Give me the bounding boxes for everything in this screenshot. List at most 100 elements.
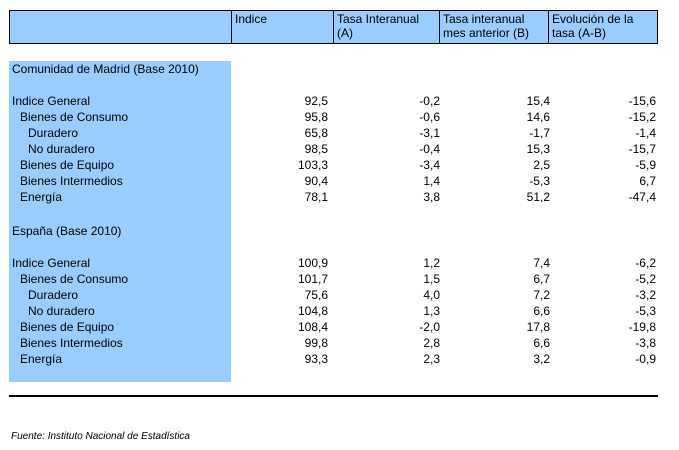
row-label: Bienes de Consumo: [20, 110, 129, 124]
table-row: No duradero 104,8 1,3 6,6 -5,3: [0, 303, 679, 319]
cell-tasa-interanual: 1,3: [423, 304, 440, 318]
cell-tasa-interanual: 4,0: [423, 288, 440, 302]
row-label: No duradero: [28, 142, 95, 156]
header-tasa-mes-anterior-line2: mes anterior (B): [443, 26, 530, 40]
table-row: Duradero 65,8 -3,1 -1,7 -1,4: [0, 125, 679, 141]
cell-tasa-mes-anterior: 6,6: [533, 336, 550, 350]
cell-indice: 75,6: [304, 288, 328, 302]
row-label: Bienes Intermedios: [20, 336, 123, 350]
table-row: No duradero 98,5 -0,4 15,3 -15,7: [0, 141, 679, 157]
header-divider: [231, 10, 232, 44]
table-row: Bienes de Consumo 101,7 1,5 6,7 -5,2: [0, 271, 679, 287]
row-label: Indice General: [12, 256, 91, 270]
cell-evolucion: -47,4: [628, 190, 656, 204]
row-label: No duradero: [28, 304, 95, 318]
cell-tasa-interanual: 2,8: [423, 336, 440, 350]
table-row: Bienes de Consumo 95,8 -0,6 14,6 -15,2: [0, 109, 679, 125]
cell-tasa-interanual: -0,2: [419, 94, 440, 108]
table-row: Duradero 75,6 4,0 7,2 -3,2: [0, 287, 679, 303]
cell-indice: 90,4: [304, 174, 328, 188]
cell-tasa-interanual: -3,4: [419, 158, 440, 172]
cell-evolucion: -5,3: [635, 304, 656, 318]
table-row: Bienes de Equipo 103,3 -3,4 2,5 -5,9: [0, 157, 679, 173]
header-evolucion-line2: tasa (A-B): [552, 26, 607, 40]
cell-evolucion: -19,8: [628, 320, 656, 334]
cell-tasa-interanual: -3,1: [419, 126, 440, 140]
cell-evolucion: -5,2: [635, 272, 656, 286]
cell-tasa-mes-anterior: 17,8: [526, 320, 550, 334]
table-row: Indice General 100,9 1,2 7,4 -6,2: [0, 255, 679, 271]
header-tasa-interanual: Tasa Interanual (A): [337, 12, 419, 40]
cell-evolucion: -15,6: [628, 94, 656, 108]
row-label: Energía: [20, 190, 63, 204]
cell-evolucion: -5,9: [635, 158, 656, 172]
cell-indice: 98,5: [304, 142, 328, 156]
cell-tasa-interanual: -2,0: [419, 320, 440, 334]
table-row: Energía 93,3 2,3 3,2 -0,9: [0, 351, 679, 367]
section-title-madrid: Comunidad de Madrid (Base 2010): [0, 61, 679, 77]
cell-tasa-mes-anterior: 7,2: [533, 288, 550, 302]
header-evolucion: Evolución de la tasa (A-B): [552, 12, 633, 40]
cell-tasa-interanual: -0,4: [419, 142, 440, 156]
section-title-text: Comunidad de Madrid (Base 2010): [12, 62, 199, 76]
cell-tasa-interanual: 1,2: [423, 256, 440, 270]
cell-evolucion: -15,7: [628, 142, 656, 156]
cell-evolucion: 6,7: [639, 174, 656, 188]
cell-tasa-mes-anterior: -1,7: [529, 126, 550, 140]
section-title-text: España (Base 2010): [12, 224, 122, 238]
table-row: Bienes Intermedios 90,4 1,4 -5,3 6,7: [0, 173, 679, 189]
header-divider: [333, 10, 334, 44]
header-divider: [548, 10, 549, 44]
cell-indice: 100,9: [297, 256, 328, 270]
table-row: Bienes de Equipo 108,4 -2,0 17,8 -19,8: [0, 319, 679, 335]
table-row: Bienes Intermedios 99,8 2,8 6,6 -3,8: [0, 335, 679, 351]
cell-indice: 101,7: [297, 272, 328, 286]
cell-indice: 103,3: [297, 158, 328, 172]
cell-tasa-interanual: -0,6: [419, 110, 440, 124]
header-evolucion-line1: Evolución de la: [552, 12, 634, 26]
row-label: Bienes Intermedios: [20, 174, 123, 188]
label-column-background: [9, 61, 231, 382]
cell-indice: 95,8: [304, 110, 328, 124]
cell-evolucion: -6,2: [635, 256, 656, 270]
cell-evolucion: -3,2: [635, 288, 656, 302]
cell-indice: 93,3: [304, 352, 328, 366]
row-label: Bienes de Equipo: [20, 320, 115, 334]
cell-evolucion: -0,9: [635, 352, 656, 366]
cell-evolucion: -3,8: [635, 336, 656, 350]
section-title-spain: España (Base 2010): [0, 223, 679, 239]
cell-tasa-interanual: 2,3: [423, 352, 440, 366]
row-label: Duradero: [28, 126, 79, 140]
header-tasa-interanual-line2: (A): [337, 26, 353, 40]
cell-tasa-interanual: 1,4: [423, 174, 440, 188]
cell-tasa-mes-anterior: 15,4: [526, 94, 550, 108]
cell-tasa-mes-anterior: -5,3: [529, 174, 550, 188]
cell-indice: 108,4: [297, 320, 328, 334]
cell-evolucion: -15,2: [628, 110, 656, 124]
row-label: Indice General: [12, 94, 91, 108]
cell-tasa-interanual: 3,8: [423, 190, 440, 204]
cell-indice: 65,8: [304, 126, 328, 140]
cell-indice: 104,8: [297, 304, 328, 318]
row-label: Bienes de Equipo: [20, 158, 115, 172]
cell-indice: 78,1: [304, 190, 328, 204]
header-tasa-interanual-line1: Tasa Interanual: [337, 12, 420, 26]
row-label: Duradero: [28, 288, 79, 302]
cell-tasa-mes-anterior: 7,4: [533, 256, 550, 270]
cell-tasa-mes-anterior: 6,7: [533, 272, 550, 286]
cell-tasa-mes-anterior: 15,3: [526, 142, 550, 156]
bottom-rule: [9, 395, 658, 397]
header-tasa-mes-anterior-line1: Tasa interanual: [443, 12, 525, 26]
header-tasa-mes-anterior: Tasa interanual mes anterior (B): [443, 12, 529, 40]
cell-tasa-interanual: 1,5: [423, 272, 440, 286]
cell-tasa-mes-anterior: 14,6: [526, 110, 550, 124]
row-label: Energía: [20, 352, 63, 366]
cell-indice: 92,5: [304, 94, 328, 108]
header-indice: Indice: [235, 12, 268, 26]
cell-tasa-mes-anterior: 6,6: [533, 304, 550, 318]
cell-tasa-mes-anterior: 2,5: [533, 158, 550, 172]
cell-evolucion: -1,4: [635, 126, 656, 140]
cell-tasa-mes-anterior: 51,2: [526, 190, 550, 204]
source-footnote: Fuente: Instituto Nacional de Estadístic…: [11, 431, 190, 442]
cell-tasa-mes-anterior: 3,2: [533, 352, 550, 366]
